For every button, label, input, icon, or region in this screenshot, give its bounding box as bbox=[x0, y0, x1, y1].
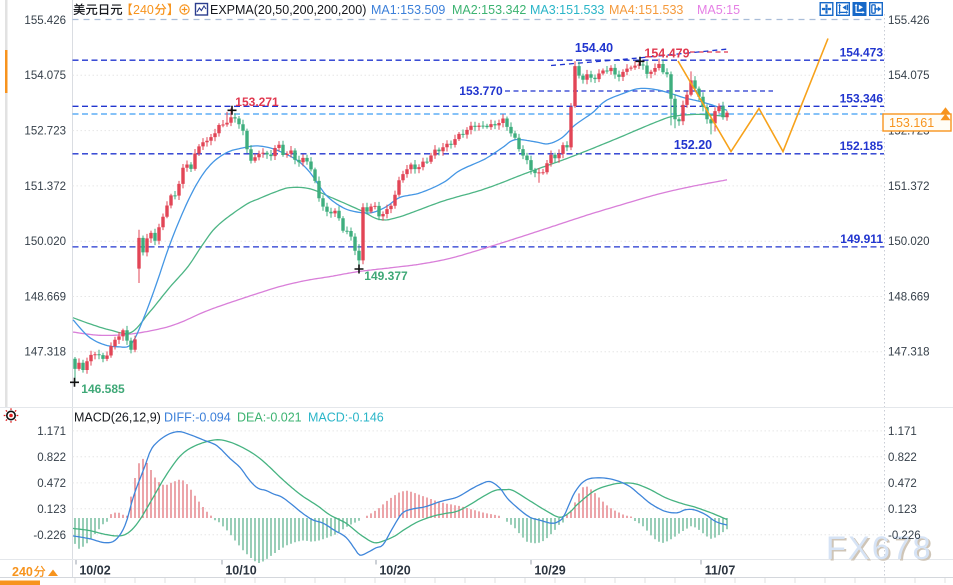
svg-text:DEA:-0.021: DEA:-0.021 bbox=[237, 411, 302, 425]
svg-text:154.40: 154.40 bbox=[575, 41, 613, 55]
svg-text:151.372: 151.372 bbox=[888, 181, 930, 193]
svg-text:-0.226: -0.226 bbox=[888, 530, 921, 542]
svg-text:0.822: 0.822 bbox=[888, 452, 917, 464]
svg-text:DIFF:-0.094: DIFF:-0.094 bbox=[164, 411, 231, 425]
svg-text:MA4:151.533: MA4:151.533 bbox=[609, 3, 683, 17]
svg-text:240: 240 bbox=[12, 565, 33, 579]
svg-text:10/29: 10/29 bbox=[534, 564, 565, 578]
svg-text:240: 240 bbox=[133, 3, 154, 17]
svg-text:-0.226: -0.226 bbox=[33, 530, 66, 542]
svg-text:148.669: 148.669 bbox=[888, 291, 930, 303]
svg-text:147.318: 147.318 bbox=[888, 347, 930, 359]
svg-text:MA3:151.533: MA3:151.533 bbox=[530, 3, 604, 17]
svg-text:MACD:-0.146: MACD:-0.146 bbox=[308, 411, 384, 425]
svg-text:150.020: 150.020 bbox=[888, 236, 930, 248]
svg-text:146.585: 146.585 bbox=[81, 382, 125, 396]
svg-text:11/07: 11/07 bbox=[705, 564, 736, 578]
svg-text:149.377: 149.377 bbox=[364, 269, 408, 283]
svg-text:FX678: FX678 bbox=[828, 532, 935, 568]
svg-text:0.123: 0.123 bbox=[888, 504, 917, 516]
svg-text:155.426: 155.426 bbox=[24, 15, 66, 27]
svg-text:152.20: 152.20 bbox=[674, 138, 712, 152]
svg-text:151.372: 151.372 bbox=[24, 181, 66, 193]
svg-text:10/20: 10/20 bbox=[379, 564, 410, 578]
svg-text:1.171: 1.171 bbox=[37, 426, 66, 438]
svg-text:10/02: 10/02 bbox=[79, 564, 110, 578]
svg-text:MA1:153.509: MA1:153.509 bbox=[371, 3, 445, 17]
svg-text:152.723: 152.723 bbox=[24, 126, 66, 138]
svg-text:1.171: 1.171 bbox=[888, 426, 917, 438]
svg-text:153.161: 153.161 bbox=[889, 116, 934, 130]
svg-text:10/10: 10/10 bbox=[225, 564, 256, 578]
svg-text:154.075: 154.075 bbox=[24, 70, 66, 82]
svg-text:EXPMA(20,50,200,200,200): EXPMA(20,50,200,200,200) bbox=[210, 3, 366, 17]
svg-text:0.822: 0.822 bbox=[37, 452, 66, 464]
svg-text:154.473: 154.473 bbox=[840, 45, 884, 59]
svg-text:150.020: 150.020 bbox=[24, 236, 66, 248]
svg-text:147.318: 147.318 bbox=[24, 347, 66, 359]
svg-text:0.472: 0.472 bbox=[888, 478, 917, 490]
svg-text:153.770: 153.770 bbox=[459, 84, 503, 98]
svg-text:0.123: 0.123 bbox=[37, 504, 66, 516]
svg-text:153.346: 153.346 bbox=[840, 92, 884, 106]
svg-text:MACD(26,12,9): MACD(26,12,9) bbox=[74, 411, 161, 425]
svg-text:153.271: 153.271 bbox=[235, 95, 279, 109]
svg-text:155.426: 155.426 bbox=[888, 15, 930, 27]
svg-text:154.479: 154.479 bbox=[644, 47, 689, 61]
svg-text:152.185: 152.185 bbox=[840, 139, 884, 153]
svg-text:154.075: 154.075 bbox=[888, 70, 930, 82]
svg-text:MA5:15: MA5:15 bbox=[697, 3, 740, 17]
svg-text:0.472: 0.472 bbox=[37, 478, 66, 490]
svg-text:FX678: FX678 bbox=[826, 530, 933, 566]
svg-text:MA2:153.342: MA2:153.342 bbox=[452, 3, 526, 17]
svg-text:148.669: 148.669 bbox=[24, 291, 66, 303]
svg-text:149.911: 149.911 bbox=[840, 232, 883, 246]
